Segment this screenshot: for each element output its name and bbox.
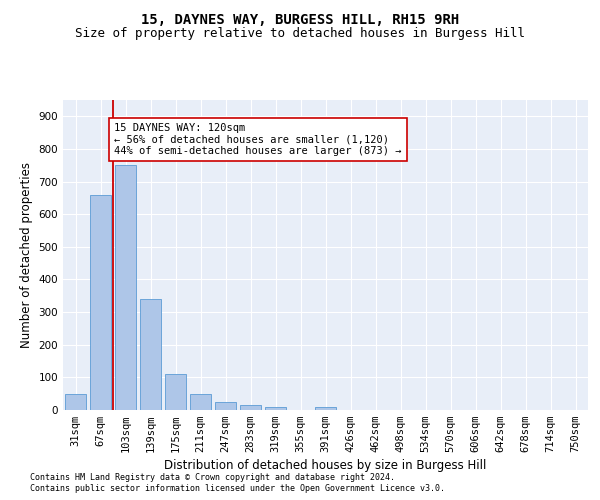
Bar xyxy=(190,394,211,410)
Bar xyxy=(90,194,111,410)
Bar xyxy=(165,374,186,410)
Text: 15, DAYNES WAY, BURGESS HILL, RH15 9RH: 15, DAYNES WAY, BURGESS HILL, RH15 9RH xyxy=(141,12,459,26)
Bar xyxy=(215,402,236,410)
Bar xyxy=(140,299,161,410)
X-axis label: Distribution of detached houses by size in Burgess Hill: Distribution of detached houses by size … xyxy=(164,460,487,472)
Bar xyxy=(115,166,136,410)
Bar xyxy=(315,408,336,410)
Y-axis label: Number of detached properties: Number of detached properties xyxy=(20,162,33,348)
Text: 15 DAYNES WAY: 120sqm
← 56% of detached houses are smaller (1,120)
44% of semi-d: 15 DAYNES WAY: 120sqm ← 56% of detached … xyxy=(114,123,402,156)
Text: Contains HM Land Registry data © Crown copyright and database right 2024.: Contains HM Land Registry data © Crown c… xyxy=(30,472,395,482)
Bar xyxy=(65,394,86,410)
Text: Contains public sector information licensed under the Open Government Licence v3: Contains public sector information licen… xyxy=(30,484,445,493)
Text: Size of property relative to detached houses in Burgess Hill: Size of property relative to detached ho… xyxy=(75,28,525,40)
Bar xyxy=(265,406,286,410)
Bar xyxy=(240,405,261,410)
